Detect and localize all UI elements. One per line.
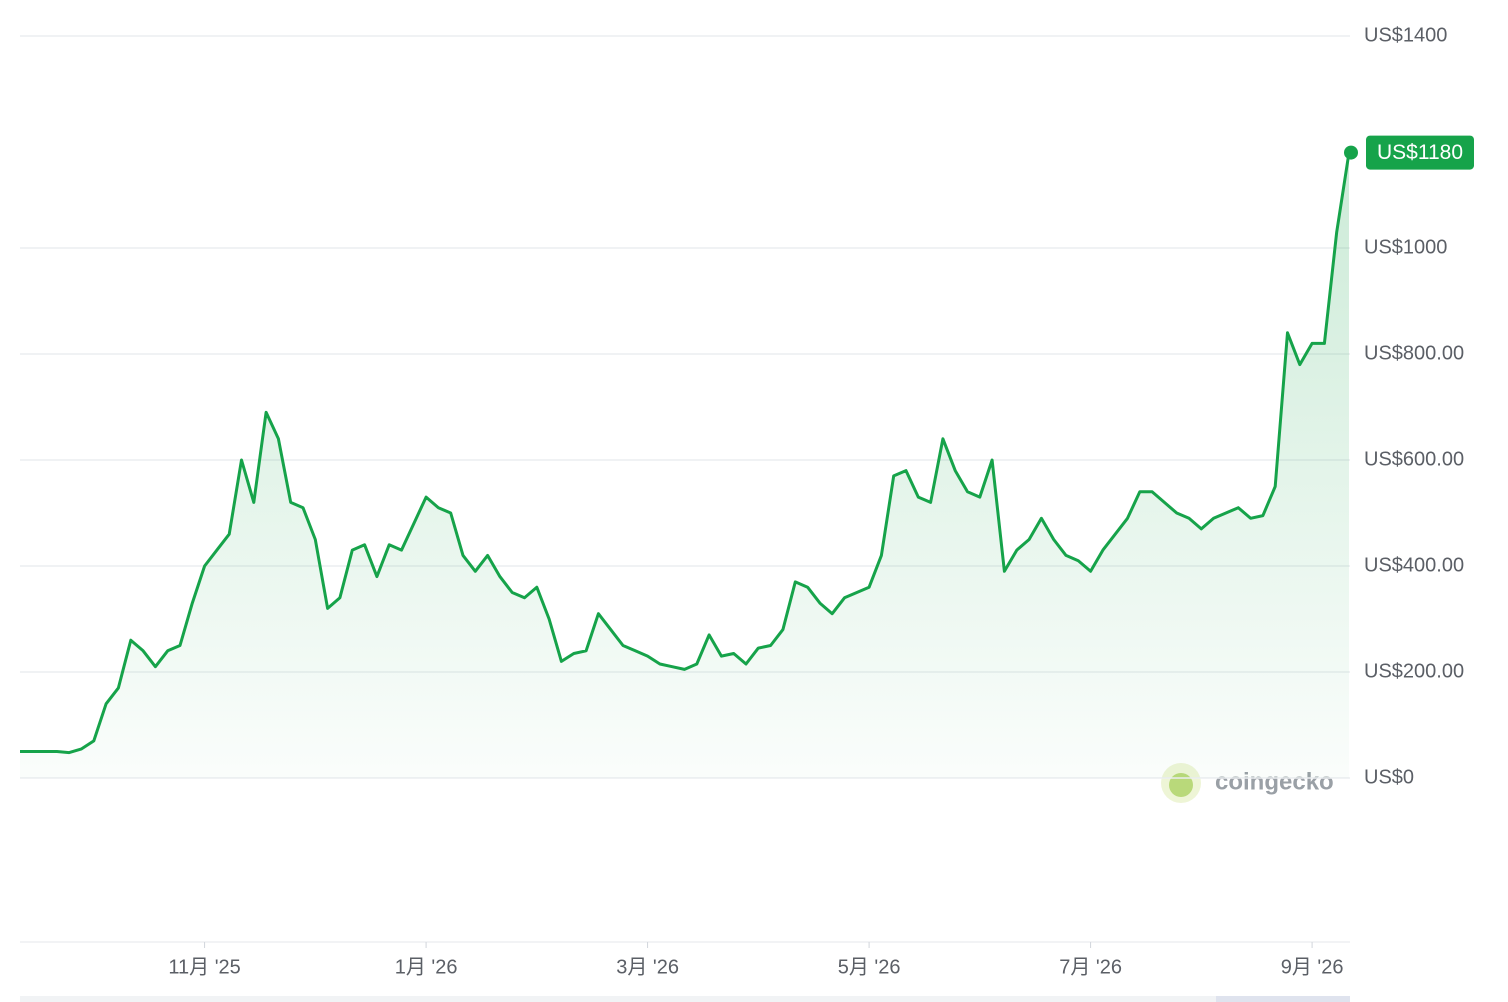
y-tick-label: US$0 xyxy=(1364,766,1414,788)
y-tick-label: US$800.00 xyxy=(1364,342,1464,364)
current-price-label: US$1180 xyxy=(1377,141,1463,164)
x-tick-label: 3月 '26 xyxy=(616,956,679,978)
x-tick-label: 7月 '26 xyxy=(1059,956,1122,978)
y-tick-label: US$1000 xyxy=(1364,236,1447,258)
watermark-logo-inner xyxy=(1169,773,1193,797)
range-track xyxy=(20,996,1350,1002)
y-tick-label: US$1400 xyxy=(1364,24,1447,46)
x-tick-label: 11月 '25 xyxy=(168,956,240,978)
x-tick-label: 1月 '26 xyxy=(395,956,458,978)
x-tick-label: 5月 '26 xyxy=(838,956,901,978)
range-handle xyxy=(1216,996,1350,1002)
y-tick-label: US$400.00 xyxy=(1364,554,1464,576)
price-line xyxy=(20,152,1351,755)
y-tick-label: US$600.00 xyxy=(1364,448,1464,470)
current-price-badge xyxy=(1366,135,1474,170)
y-tick-label: US$200.00 xyxy=(1364,660,1464,682)
price-area xyxy=(20,152,1349,779)
x-tick-label: 9月 '26 xyxy=(1281,956,1344,978)
last-point xyxy=(1344,145,1358,160)
